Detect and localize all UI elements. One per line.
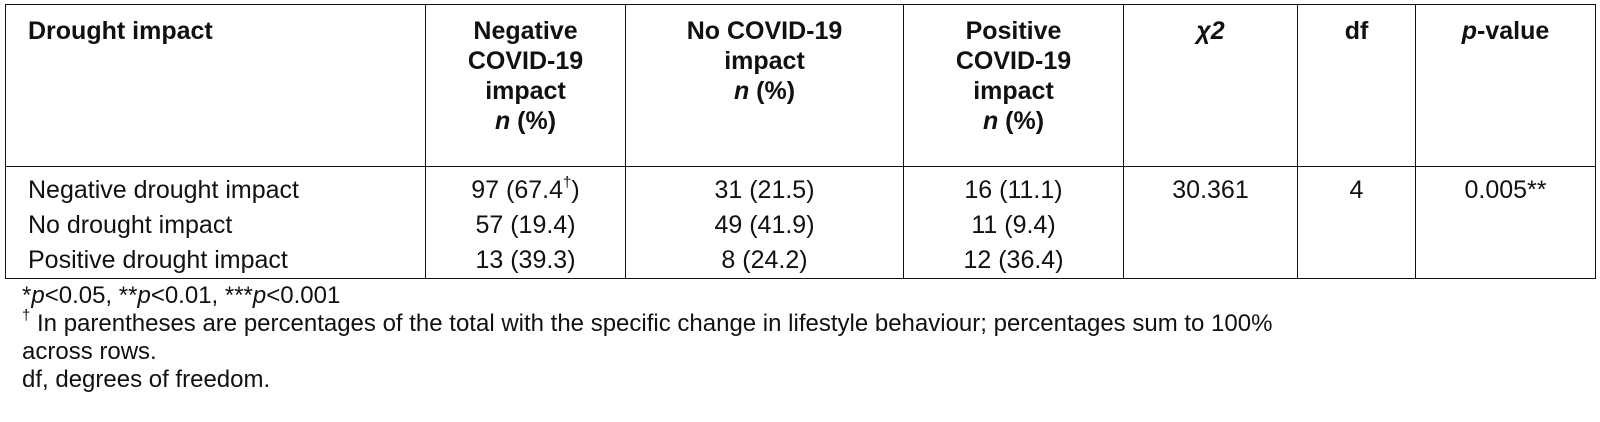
- neg-covid-row2: 57 (19.4): [475, 211, 576, 239]
- header-df-label: df: [1344, 17, 1369, 45]
- p-value: 0.005**: [1464, 176, 1547, 204]
- footnote-parentheses-cont: across rows.: [22, 338, 157, 365]
- neg-covid-row1-close: ): [571, 176, 580, 204]
- row-labels-cell: Negative drought impact No drought impac…: [5, 166, 426, 279]
- df-value: 4: [1349, 176, 1364, 204]
- no-covid-row3: 8 (24.2): [721, 246, 808, 274]
- header-p-rest: -value: [1477, 17, 1550, 45]
- row-label-negative: Negative drought impact: [28, 176, 299, 204]
- header-p-italic: p: [1461, 17, 1477, 45]
- chi2-cell: 30.361: [1123, 166, 1298, 279]
- no-covid-row2: 49 (41.9): [714, 211, 815, 239]
- header-positive-covid-pct: (%): [998, 107, 1045, 135]
- neg-covid-row3: 13 (39.3): [475, 246, 576, 274]
- p-value-cell: 0.005**: [1415, 166, 1596, 279]
- header-negative-covid-pct: (%): [510, 107, 557, 135]
- sig-text-3: <0.001: [266, 282, 341, 309]
- table-footnotes: *p<0.05, **p<0.01, ***p<0.001 † In paren…: [22, 282, 1582, 394]
- neg-covid-row1: 97 (67.4†): [432, 173, 619, 208]
- dagger-mark: †: [563, 173, 572, 191]
- df-cell: 4: [1297, 166, 1416, 279]
- sig-text-1: <0.05, **: [44, 282, 138, 309]
- results-table: Drought impact Negative COVID-19 impact …: [5, 4, 1596, 279]
- no-covid-cell: 31 (21.5) 49 (41.9) 8 (24.2): [625, 166, 904, 279]
- no-covid-row1: 31 (21.5): [714, 176, 815, 204]
- footnote-parentheses: † In parentheses are percentages of the …: [22, 307, 1582, 338]
- header-positive-covid: Positive COVID-19 impact n (%): [903, 4, 1124, 167]
- header-positive-covid-line2: COVID-19: [955, 47, 1072, 75]
- chi2-value: 30.361: [1172, 176, 1249, 204]
- header-no-covid-pct: (%): [749, 77, 796, 105]
- sig-text-2: <0.01, ***: [150, 282, 253, 309]
- header-chi2: χ2: [1123, 4, 1298, 167]
- header-no-covid-line2: impact: [724, 47, 805, 75]
- header-negative-covid-line2: COVID-19: [467, 47, 584, 75]
- header-positive-covid-n: n: [982, 107, 999, 135]
- sig-star-1: *: [22, 282, 32, 309]
- header-positive-covid-line1: Positive: [965, 17, 1062, 45]
- header-no-covid-line1: No COVID-19: [686, 17, 843, 45]
- header-negative-covid: Negative COVID-19 impact n (%): [425, 4, 626, 167]
- header-negative-covid-line3: impact: [485, 77, 566, 105]
- neg-covid-row1-main: 97 (67.4: [471, 176, 564, 204]
- header-p-value: p-value: [1415, 4, 1596, 167]
- sig-p-1: p: [31, 282, 45, 309]
- header-no-covid: No COVID-19 impact n (%): [625, 4, 904, 167]
- footnote-significance: *p<0.05, **p<0.01, ***p<0.001: [22, 282, 1582, 310]
- footnote-df: df, degrees of freedom.: [22, 366, 271, 393]
- header-drought-impact: Drought impact: [5, 4, 426, 167]
- header-df: df: [1297, 4, 1416, 167]
- row-label-none: No drought impact: [28, 211, 233, 239]
- positive-covid-cell: 16 (11.1) 11 (9.4) 12 (36.4): [903, 166, 1124, 279]
- header-no-covid-n: n: [733, 77, 750, 105]
- pos-covid-row2: 11 (9.4): [971, 211, 1056, 239]
- header-negative-covid-n: n: [494, 107, 511, 135]
- pos-covid-row1: 16 (11.1): [964, 176, 1063, 204]
- header-drought-impact-label: Drought impact: [28, 17, 213, 45]
- sig-p-3: p: [252, 282, 267, 309]
- header-negative-covid-line1: Negative: [473, 17, 578, 45]
- negative-covid-cell: 97 (67.4†) 57 (19.4) 13 (39.3): [425, 166, 626, 279]
- footnote-dagger: †: [22, 307, 31, 324]
- footnote-parentheses-text: In parentheses are percentages of the to…: [30, 310, 1273, 337]
- header-row: Drought impact Negative COVID-19 impact …: [5, 4, 1596, 167]
- header-positive-covid-line3: impact: [973, 77, 1054, 105]
- body-row: Negative drought impact No drought impac…: [5, 166, 1596, 279]
- row-label-positive: Positive drought impact: [28, 246, 288, 274]
- header-chi2-label: χ2: [1196, 17, 1225, 45]
- sig-p-2: p: [137, 282, 151, 309]
- pos-covid-row3: 12 (36.4): [963, 246, 1064, 274]
